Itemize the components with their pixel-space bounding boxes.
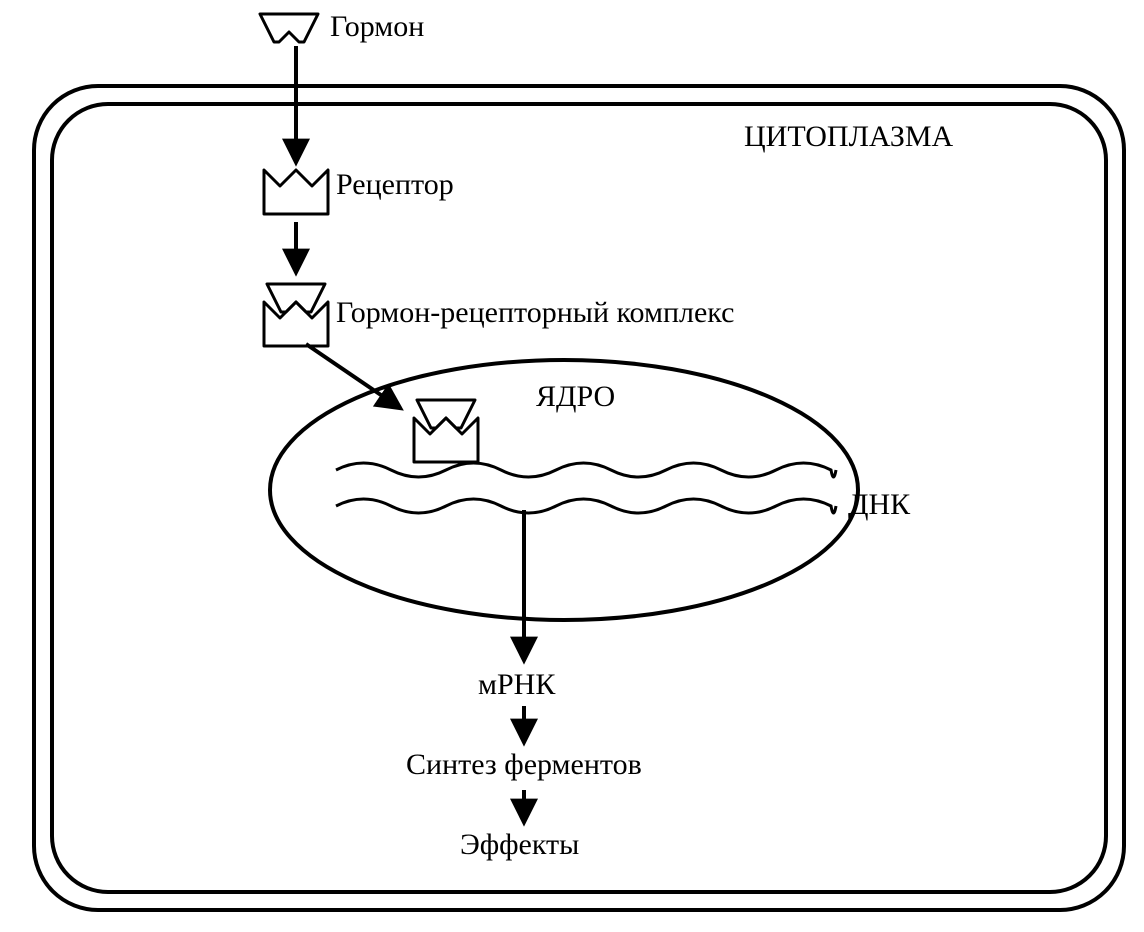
dna-strand-bottom (336, 499, 836, 513)
hormone-receptor-complex-icon (264, 284, 328, 346)
label-cytoplasm: ЦИТОПЛАЗМА (744, 120, 953, 154)
label-enzyme-synthesis: Синтез ферментов (406, 748, 642, 782)
arrows-group (296, 46, 524, 822)
label-complex: Гормон-рецепторный комплекс (336, 296, 734, 330)
receptor-icon (264, 170, 328, 214)
label-receptor: Рецептор (336, 168, 454, 202)
label-effects: Эффекты (460, 828, 579, 862)
dna-strand-top (336, 463, 836, 477)
label-mrna: мРНК (478, 668, 555, 702)
complex-in-nucleus-icon (414, 400, 478, 462)
diagram-svg (0, 0, 1144, 932)
label-hormone: Гормон (330, 10, 424, 44)
label-nucleus: ЯДРО (536, 380, 615, 414)
diagram-stage: { "diagram": { "type": "flowchart", "can… (0, 0, 1144, 932)
hormone-icon (260, 14, 318, 42)
label-dna: ДНК (848, 488, 910, 522)
